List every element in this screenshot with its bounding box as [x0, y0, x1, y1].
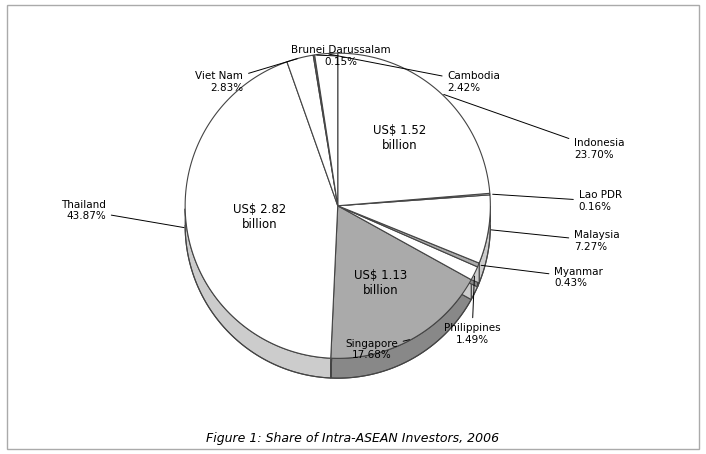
Polygon shape	[479, 206, 491, 283]
Polygon shape	[330, 206, 337, 378]
Text: Thailand
43.87%: Thailand 43.87%	[61, 199, 184, 227]
Polygon shape	[337, 206, 477, 287]
Polygon shape	[337, 195, 491, 263]
Polygon shape	[337, 206, 477, 287]
Polygon shape	[313, 55, 337, 206]
Text: US$ 1.13
billion: US$ 1.13 billion	[354, 269, 407, 297]
Polygon shape	[471, 267, 477, 300]
Text: Singapore
17.68%: Singapore 17.68%	[345, 339, 409, 360]
Polygon shape	[185, 62, 337, 358]
Text: Cambodia
2.42%: Cambodia 2.42%	[329, 54, 501, 93]
Polygon shape	[287, 55, 337, 206]
Text: Viet Nam
2.83%: Viet Nam 2.83%	[196, 59, 297, 93]
Polygon shape	[185, 209, 330, 378]
Text: US$ 1.52
billion: US$ 1.52 billion	[373, 124, 426, 153]
Text: Figure 1: Share of Intra-ASEAN Investors, 2006: Figure 1: Share of Intra-ASEAN Investors…	[206, 432, 500, 445]
Polygon shape	[337, 206, 479, 283]
Text: Myanmar
0.43%: Myanmar 0.43%	[481, 265, 604, 288]
Polygon shape	[330, 206, 471, 358]
Polygon shape	[477, 263, 479, 287]
Polygon shape	[337, 53, 490, 206]
Text: Philippines
1.49%: Philippines 1.49%	[443, 276, 501, 345]
Polygon shape	[337, 193, 490, 206]
Text: US$ 2.82
billion: US$ 2.82 billion	[232, 203, 286, 232]
Polygon shape	[337, 206, 477, 280]
Text: Lao PDR
0.16%: Lao PDR 0.16%	[493, 190, 622, 212]
Text: Indonesia
23.70%: Indonesia 23.70%	[444, 94, 625, 160]
Polygon shape	[330, 280, 471, 378]
Polygon shape	[337, 206, 471, 300]
Polygon shape	[337, 206, 479, 283]
Text: Brunei Darussalam
0.15%: Brunei Darussalam 0.15%	[291, 45, 390, 67]
Polygon shape	[330, 206, 337, 378]
Polygon shape	[315, 53, 337, 206]
Polygon shape	[337, 206, 471, 300]
Text: Malaysia
7.27%: Malaysia 7.27%	[491, 230, 620, 252]
Polygon shape	[337, 206, 479, 267]
